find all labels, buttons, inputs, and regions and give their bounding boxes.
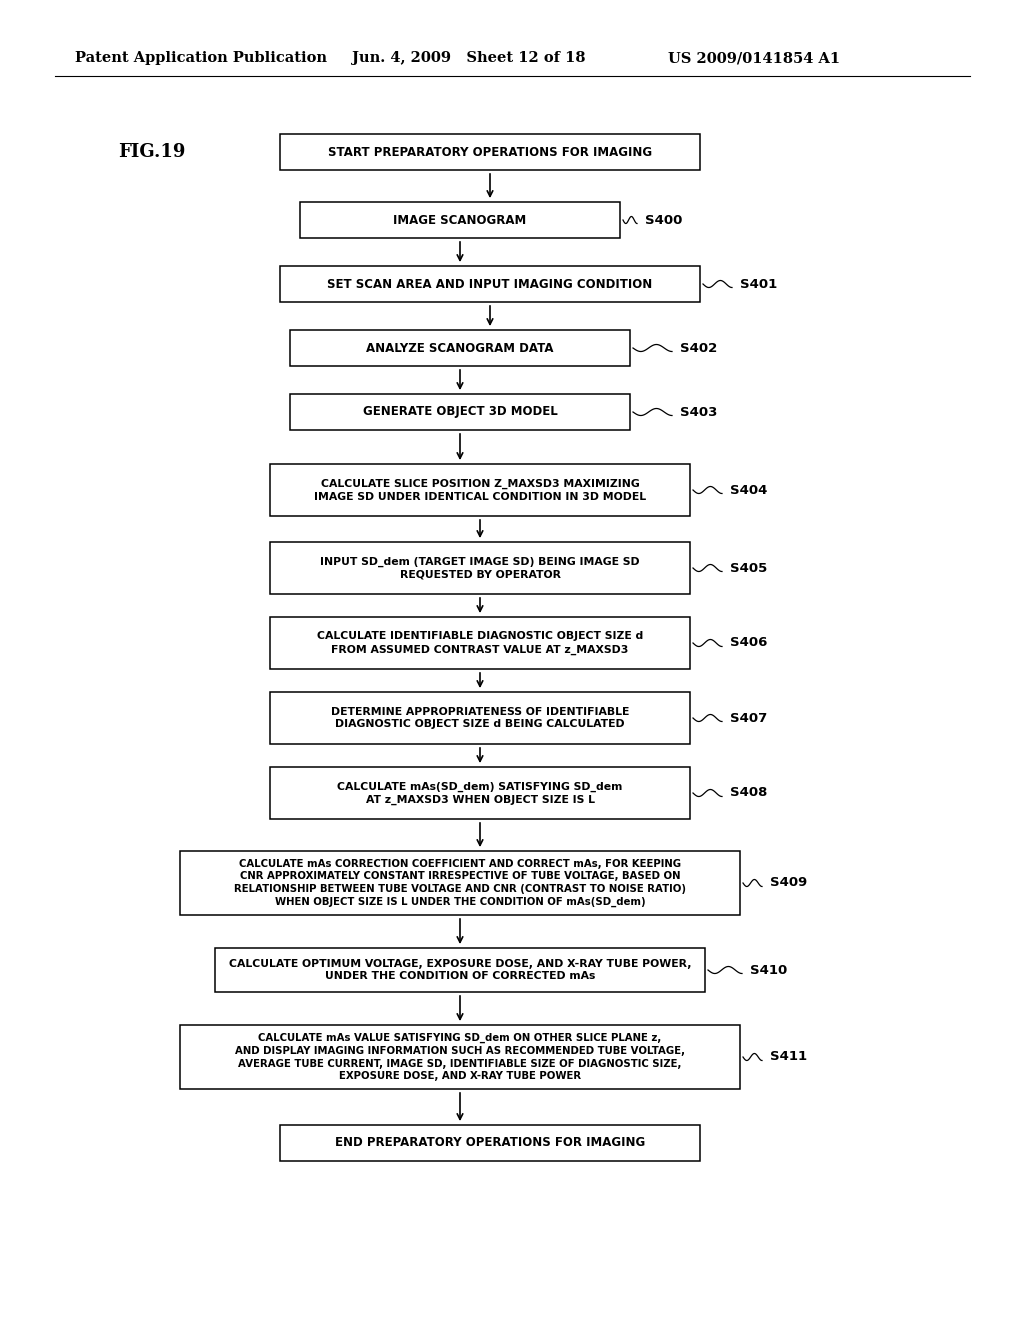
Text: IMAGE SCANOGRAM: IMAGE SCANOGRAM <box>393 214 526 227</box>
Text: S411: S411 <box>770 1051 807 1064</box>
Text: S408: S408 <box>730 787 767 800</box>
Text: CALCULATE mAs VALUE SATISFYING SD_dem ON OTHER SLICE PLANE z,
AND DISPLAY IMAGIN: CALCULATE mAs VALUE SATISFYING SD_dem ON… <box>234 1032 685 1081</box>
Text: S404: S404 <box>730 483 767 496</box>
Text: S409: S409 <box>770 876 807 890</box>
Text: CALCULATE IDENTIFIABLE DIAGNOSTIC OBJECT SIZE d
FROM ASSUMED CONTRAST VALUE AT z: CALCULATE IDENTIFIABLE DIAGNOSTIC OBJECT… <box>316 631 643 655</box>
Bar <box>215 948 705 993</box>
Bar <box>280 1125 700 1162</box>
Text: END PREPARATORY OPERATIONS FOR IMAGING: END PREPARATORY OPERATIONS FOR IMAGING <box>335 1137 645 1150</box>
Bar <box>270 767 690 818</box>
Bar <box>270 465 690 516</box>
Text: S406: S406 <box>730 636 767 649</box>
Bar <box>270 616 690 669</box>
Bar <box>270 692 690 744</box>
Text: GENERATE OBJECT 3D MODEL: GENERATE OBJECT 3D MODEL <box>362 405 557 418</box>
Text: SET SCAN AREA AND INPUT IMAGING CONDITION: SET SCAN AREA AND INPUT IMAGING CONDITIO… <box>328 277 652 290</box>
Text: S401: S401 <box>740 277 777 290</box>
Bar <box>290 393 630 430</box>
Bar <box>180 1026 740 1089</box>
Text: S400: S400 <box>645 214 682 227</box>
Text: US 2009/0141854 A1: US 2009/0141854 A1 <box>668 51 840 65</box>
Text: CALCULATE OPTIMUM VOLTAGE, EXPOSURE DOSE, AND X-RAY TUBE POWER,
UNDER THE CONDIT: CALCULATE OPTIMUM VOLTAGE, EXPOSURE DOSE… <box>228 958 691 981</box>
Text: Jun. 4, 2009   Sheet 12 of 18: Jun. 4, 2009 Sheet 12 of 18 <box>352 51 586 65</box>
Bar <box>290 330 630 366</box>
Text: ANALYZE SCANOGRAM DATA: ANALYZE SCANOGRAM DATA <box>367 342 554 355</box>
Text: FIG.19: FIG.19 <box>118 143 185 161</box>
Text: START PREPARATORY OPERATIONS FOR IMAGING: START PREPARATORY OPERATIONS FOR IMAGING <box>328 145 652 158</box>
Text: CALCULATE mAs(SD_dem) SATISFYING SD_dem
AT z_MAXSD3 WHEN OBJECT SIZE IS L: CALCULATE mAs(SD_dem) SATISFYING SD_dem … <box>337 781 623 805</box>
Bar <box>180 851 740 915</box>
Bar <box>280 135 700 170</box>
Text: S410: S410 <box>750 964 787 977</box>
Text: S402: S402 <box>680 342 717 355</box>
Text: CALCULATE SLICE POSITION Z_MAXSD3 MAXIMIZING
IMAGE SD UNDER IDENTICAL CONDITION : CALCULATE SLICE POSITION Z_MAXSD3 MAXIMI… <box>314 478 646 502</box>
Text: DETERMINE APPROPRIATENESS OF IDENTIFIABLE
DIAGNOSTIC OBJECT SIZE d BEING CALCULA: DETERMINE APPROPRIATENESS OF IDENTIFIABL… <box>331 706 629 730</box>
Text: S407: S407 <box>730 711 767 725</box>
Bar <box>270 543 690 594</box>
Text: CALCULATE mAs CORRECTION COEFFICIENT AND CORRECT mAs, FOR KEEPING
CNR APPROXIMAT: CALCULATE mAs CORRECTION COEFFICIENT AND… <box>234 859 686 907</box>
Text: INPUT SD_dem (TARGET IMAGE SD) BEING IMAGE SD
REQUESTED BY OPERATOR: INPUT SD_dem (TARGET IMAGE SD) BEING IMA… <box>321 557 640 579</box>
Text: Patent Application Publication: Patent Application Publication <box>75 51 327 65</box>
Bar <box>280 267 700 302</box>
Bar <box>300 202 620 238</box>
Text: S403: S403 <box>680 405 718 418</box>
Text: S405: S405 <box>730 561 767 574</box>
